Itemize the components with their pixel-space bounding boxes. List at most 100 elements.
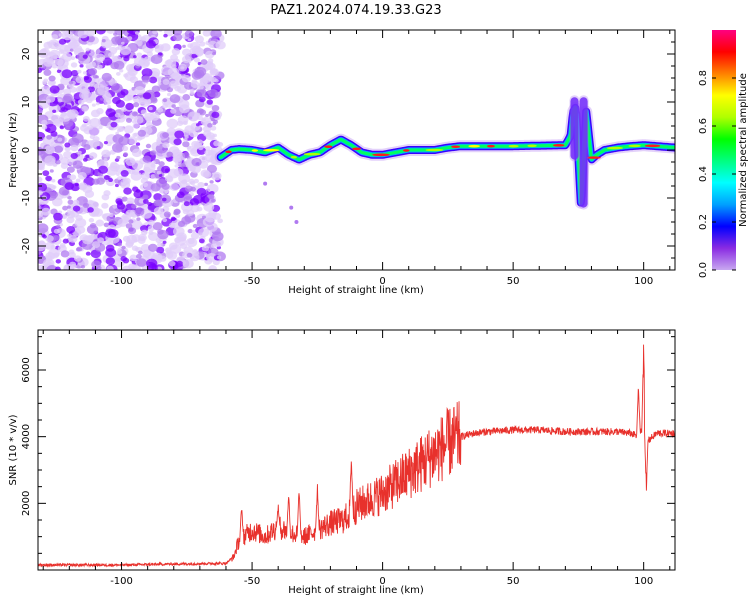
- noise-blob: [161, 197, 167, 202]
- ridge-core: [451, 145, 461, 149]
- ridge-core: [468, 144, 481, 148]
- noise-blob: [133, 56, 146, 67]
- noise-blob: [103, 175, 110, 180]
- noise-blob: [42, 170, 50, 177]
- noise-blob: [132, 119, 137, 124]
- x-tick-label: 50: [507, 276, 520, 287]
- ridge-core: [225, 150, 232, 154]
- noise-blob: [135, 254, 142, 259]
- noise-blob: [82, 116, 90, 122]
- noise-blob: [127, 36, 133, 41]
- snr-x-ticks: -100 -50 0 50 100: [42, 330, 671, 587]
- noise-blob: [38, 251, 41, 255]
- ridge-core: [290, 155, 297, 159]
- noise-blob: [102, 57, 113, 66]
- noise-blob: [202, 30, 212, 37]
- noise-blob: [208, 89, 219, 98]
- noise-blob: [196, 84, 204, 91]
- noise-blob: [44, 145, 56, 155]
- noise-blob: [146, 51, 153, 57]
- noise-blob: [81, 105, 89, 112]
- noise-blob: [137, 250, 143, 255]
- noise-blob: [38, 210, 44, 218]
- noise-blob: [147, 202, 153, 207]
- noise-blob: [105, 108, 116, 117]
- noise-blob: [68, 251, 76, 258]
- ridge-core: [606, 146, 623, 150]
- noise-blob: [179, 104, 190, 114]
- noise-blob: [211, 171, 222, 181]
- noise-blob: [168, 222, 176, 229]
- noise-blob: [115, 71, 121, 76]
- noise-blob: [131, 245, 139, 251]
- ridge-core: [352, 147, 362, 151]
- noise-blob: [86, 224, 99, 235]
- noise-blob: [148, 106, 153, 111]
- noise-blob: [53, 252, 60, 258]
- noise-blob: [50, 244, 56, 250]
- noise-blob: [142, 92, 152, 100]
- noise-blob: [161, 165, 171, 174]
- spectrogram-x-axis-label: Height of straight line (km): [288, 285, 424, 296]
- noise-blob: [162, 240, 167, 244]
- noise-blob: [182, 258, 194, 269]
- noise-blob: [201, 245, 210, 252]
- noise-blob: [90, 109, 101, 118]
- noise-blob: [210, 30, 222, 39]
- noise-blob: [66, 226, 76, 234]
- noise-blob: [69, 41, 79, 49]
- noise-blob: [174, 164, 179, 168]
- noise-blob: [145, 143, 152, 149]
- noise-blob: [141, 249, 151, 258]
- noise-blob: [110, 121, 118, 128]
- ridge-smear: [569, 95, 580, 162]
- noise-blob: [52, 235, 60, 241]
- noise-blob: [75, 247, 81, 252]
- noise-blob: [103, 222, 110, 228]
- noise-blob: [94, 53, 106, 63]
- noise-blob: [208, 265, 217, 270]
- noise-blob: [152, 30, 158, 35]
- noise-blob: [174, 130, 185, 139]
- noise-blob: [38, 223, 49, 234]
- noise-blob: [157, 107, 164, 113]
- x-tick-label: -50: [244, 576, 260, 587]
- noise-blob: [142, 155, 152, 163]
- noise-blob: [91, 260, 102, 269]
- noise-blob: [191, 229, 196, 234]
- noise-blob: [187, 188, 192, 192]
- colorbar-ticks: 0.0 0.2 0.4 0.6 0.8: [698, 70, 736, 278]
- noise-blob: [85, 251, 91, 256]
- noise-blob: [196, 139, 204, 145]
- noise-blob: [50, 130, 58, 137]
- noise-blob: [121, 245, 126, 250]
- noise-blob: [90, 49, 95, 53]
- noise-blob: [155, 238, 162, 244]
- noise-blob: [105, 244, 115, 252]
- noise-blob: [169, 244, 182, 254]
- noise-blob: [141, 75, 151, 83]
- noise-blob: [69, 48, 74, 52]
- y-tick-label: 6000: [21, 357, 32, 382]
- noise-blob: [195, 123, 200, 127]
- noise-blob: [198, 238, 205, 244]
- noise-blob: [43, 69, 52, 76]
- noise-blob: [51, 34, 59, 40]
- noise-blob: [137, 129, 147, 137]
- noise-blob: [193, 178, 199, 184]
- y-tick-label: 20: [21, 48, 32, 61]
- x-tick-label: 100: [634, 276, 653, 287]
- noise-blob: [198, 109, 207, 116]
- noise-blob: [54, 266, 61, 270]
- noise-blob: [57, 98, 63, 103]
- noise-blob: [91, 213, 96, 217]
- noise-blob: [77, 69, 82, 74]
- noise-blob: [59, 112, 72, 122]
- x-tick-label: 0: [379, 276, 385, 287]
- noise-blob: [128, 219, 134, 224]
- noise-blob: [171, 104, 176, 108]
- noise-blob: [117, 176, 123, 181]
- spectrogram-noise-layer: [38, 30, 299, 270]
- noise-blob: [169, 183, 180, 191]
- noise-blob: [137, 233, 147, 242]
